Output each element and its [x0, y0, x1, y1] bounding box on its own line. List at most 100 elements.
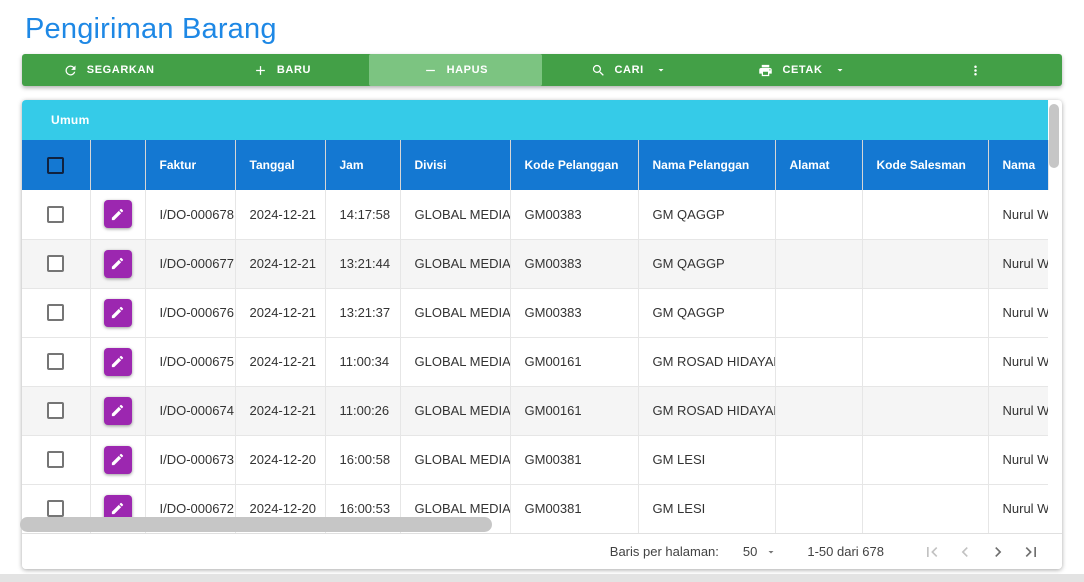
- tab-umum-label: Umum: [22, 113, 90, 127]
- table-row[interactable]: I/DO-000675 2024-12-21 11:00:34 GLOBAL M…: [22, 337, 1048, 386]
- cell-jam: 13:21:37: [325, 288, 400, 337]
- cell-nama-pelanggan: GM ROSAD HIDAYAD: [638, 386, 775, 435]
- edit-button[interactable]: [104, 348, 132, 376]
- table-row[interactable]: I/DO-000677 2024-12-21 13:21:44 GLOBAL M…: [22, 239, 1048, 288]
- chevron-down-icon: [834, 64, 846, 76]
- cell-kode-pelanggan: GM00381: [510, 484, 638, 533]
- header-cell-nama[interactable]: Nama: [988, 140, 1048, 190]
- row-checkbox[interactable]: [47, 451, 64, 468]
- edit-button[interactable]: [104, 200, 132, 228]
- cell-divisi: GLOBAL MEDIA: [400, 337, 510, 386]
- pencil-icon: [110, 501, 125, 516]
- cell-alamat: [775, 386, 862, 435]
- rows-per-page-select[interactable]: 50: [743, 544, 777, 559]
- row-edit-cell: [90, 239, 145, 288]
- page-title: Pengiriman Barang: [0, 0, 1084, 46]
- previous-page-button[interactable]: [954, 541, 976, 563]
- cell-jam: 16:00:58: [325, 435, 400, 484]
- cell-nama: Nurul Wu: [988, 190, 1048, 239]
- refresh-icon: [63, 63, 78, 78]
- row-edit-cell: [90, 435, 145, 484]
- table-row[interactable]: I/DO-000673 2024-12-20 16:00:58 GLOBAL M…: [22, 435, 1048, 484]
- cell-tanggal: 2024-12-21: [235, 239, 325, 288]
- row-checkbox[interactable]: [47, 206, 64, 223]
- horizontal-scrollbar-thumb[interactable]: [20, 517, 492, 532]
- next-page-button[interactable]: [987, 541, 1009, 563]
- pencil-icon: [110, 354, 125, 369]
- table-row[interactable]: I/DO-000678 2024-12-21 14:17:58 GLOBAL M…: [22, 190, 1048, 239]
- row-select-cell: [22, 435, 90, 484]
- row-checkbox[interactable]: [47, 353, 64, 370]
- edit-button[interactable]: [104, 250, 132, 278]
- pencil-icon: [110, 403, 125, 418]
- search-button[interactable]: CARI: [542, 54, 715, 86]
- tab-umum[interactable]: Umum: [22, 100, 1048, 140]
- header-cell-alamat[interactable]: Alamat: [775, 140, 862, 190]
- header-cell-nama-pelanggan[interactable]: Nama Pelanggan: [638, 140, 775, 190]
- rows-per-page-label: Baris per halaman:: [610, 544, 719, 559]
- row-checkbox[interactable]: [47, 402, 64, 419]
- search-button-label: CARI: [615, 64, 644, 76]
- select-all-checkbox[interactable]: [47, 157, 64, 174]
- cell-kode-pelanggan: GM00383: [510, 190, 638, 239]
- cell-tanggal: 2024-12-21: [235, 386, 325, 435]
- pencil-icon: [110, 305, 125, 320]
- header-cell-kode-pelanggan[interactable]: Kode Pelanggan: [510, 140, 638, 190]
- table-row[interactable]: I/DO-000674 2024-12-21 11:00:26 GLOBAL M…: [22, 386, 1048, 435]
- row-checkbox[interactable]: [47, 500, 64, 517]
- print-button[interactable]: CETAK: [715, 54, 888, 86]
- more-menu-button[interactable]: [889, 54, 1062, 86]
- cell-nama-pelanggan: GM QAGGP: [638, 288, 775, 337]
- cell-jam: 13:21:44: [325, 239, 400, 288]
- cell-nama: Nurul Wu: [988, 337, 1048, 386]
- cell-tanggal: 2024-12-21: [235, 337, 325, 386]
- refresh-button[interactable]: SEGARKAN: [22, 54, 195, 86]
- table-row[interactable]: I/DO-000676 2024-12-21 13:21:37 GLOBAL M…: [22, 288, 1048, 337]
- row-edit-cell: [90, 337, 145, 386]
- new-button[interactable]: BARU: [195, 54, 368, 86]
- row-select-cell: [22, 239, 90, 288]
- table-header: Faktur Tanggal Jam Divisi Kode Pelanggan…: [22, 140, 1048, 190]
- cell-alamat: [775, 337, 862, 386]
- page-range-label: 1-50 dari 678: [807, 544, 884, 559]
- cell-divisi: GLOBAL MEDIA: [400, 435, 510, 484]
- header-cell-tanggal[interactable]: Tanggal: [235, 140, 325, 190]
- search-icon: [591, 63, 606, 78]
- header-cell-kode-salesman[interactable]: Kode Salesman: [862, 140, 988, 190]
- chevron-down-icon: [655, 64, 667, 76]
- edit-button[interactable]: [104, 446, 132, 474]
- row-edit-cell: [90, 386, 145, 435]
- toolbar: SEGARKAN BARU HAPUS CARI CETAK: [22, 54, 1062, 86]
- cell-alamat: [775, 288, 862, 337]
- row-edit-cell: [90, 190, 145, 239]
- header-cell-faktur[interactable]: Faktur: [145, 140, 235, 190]
- first-page-button[interactable]: [921, 541, 943, 563]
- cell-nama: Nurul Wu: [988, 435, 1048, 484]
- cell-kode-salesman: [862, 239, 988, 288]
- cell-kode-pelanggan: GM00383: [510, 288, 638, 337]
- window-bottom-edge: [0, 574, 1084, 582]
- header-cell-divisi[interactable]: Divisi: [400, 140, 510, 190]
- cell-nama-pelanggan: GM LESI: [638, 484, 775, 533]
- cell-tanggal: 2024-12-21: [235, 288, 325, 337]
- cell-kode-salesman: [862, 337, 988, 386]
- row-checkbox[interactable]: [47, 255, 64, 272]
- header-cell-jam[interactable]: Jam: [325, 140, 400, 190]
- cell-nama-pelanggan: GM QAGGP: [638, 190, 775, 239]
- table-body: I/DO-000678 2024-12-21 14:17:58 GLOBAL M…: [22, 190, 1048, 533]
- chevron-left-icon: [955, 542, 975, 562]
- cell-nama-pelanggan: GM LESI: [638, 435, 775, 484]
- edit-button[interactable]: [104, 397, 132, 425]
- cell-divisi: GLOBAL MEDIA: [400, 288, 510, 337]
- delete-button[interactable]: HAPUS: [369, 54, 542, 86]
- cell-kode-pelanggan: GM00381: [510, 435, 638, 484]
- edit-button[interactable]: [104, 299, 132, 327]
- cell-tanggal: 2024-12-20: [235, 435, 325, 484]
- cell-jam: 14:17:58: [325, 190, 400, 239]
- cell-kode-salesman: [862, 484, 988, 533]
- last-page-button[interactable]: [1020, 541, 1042, 563]
- row-checkbox[interactable]: [47, 304, 64, 321]
- cell-jam: 11:00:26: [325, 386, 400, 435]
- rows-per-page-value: 50: [743, 544, 757, 559]
- vertical-scrollbar-thumb[interactable]: [1049, 104, 1059, 168]
